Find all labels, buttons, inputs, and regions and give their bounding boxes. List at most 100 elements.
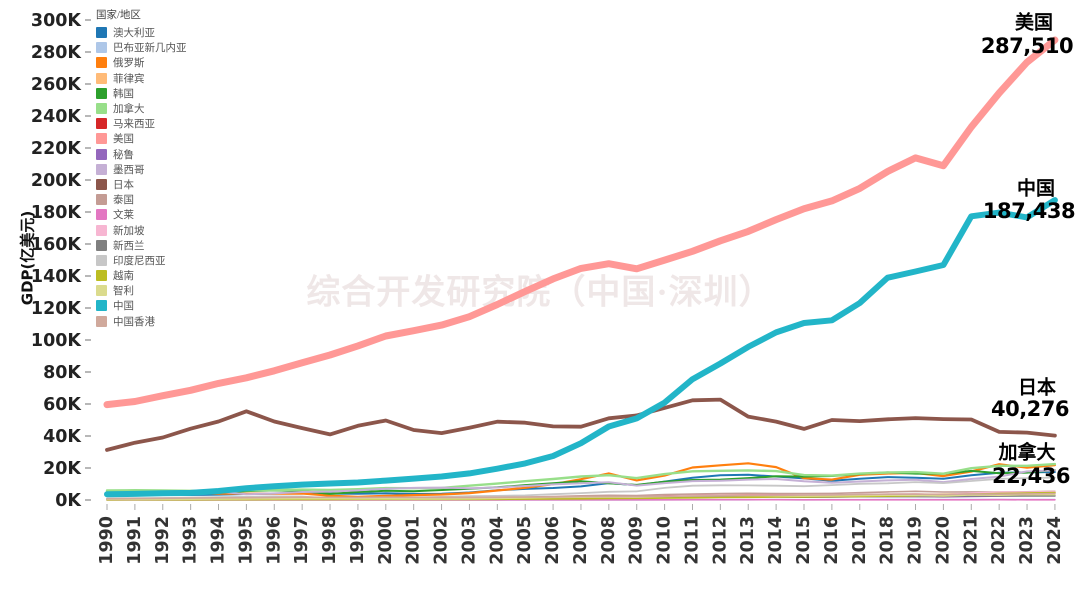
x-tick-label: 1995 (236, 516, 256, 565)
legend-label: 文莱 (113, 210, 134, 222)
legend-item: 泰国 (96, 192, 187, 207)
x-tick-label: 2007 (571, 516, 591, 565)
legend-swatch (96, 133, 107, 145)
y-tick-label: 40K (43, 427, 82, 447)
legend-swatch (96, 285, 107, 297)
legend-label: 马来西亚 (113, 119, 155, 131)
legend-label: 加拿大 (113, 104, 145, 116)
y-tick-label: 60K (43, 395, 82, 415)
y-tick-label: 220K (31, 139, 83, 159)
x-tick-label: 2000 (376, 516, 396, 565)
y-tick-label: 280K (31, 43, 83, 63)
annotation-series-name: 美国 (1014, 12, 1054, 34)
legend-item: 秘鲁 (96, 147, 187, 162)
annotation-series-name: 中国 (1016, 178, 1056, 200)
legend-swatch (96, 300, 107, 312)
legend-item: 菲律宾 (96, 71, 187, 86)
legend-item: 印度尼西亚 (96, 253, 187, 268)
legend-label: 澳大利亚 (113, 28, 155, 40)
legend-label: 中国香港 (113, 316, 155, 328)
legend-swatch (96, 254, 107, 266)
legend-swatch (96, 57, 107, 69)
y-tick-label: 240K (31, 107, 83, 127)
x-tick-label: 2019 (906, 516, 926, 565)
legend-swatch (96, 42, 107, 54)
x-tick-label: 2015 (794, 516, 814, 565)
x-tick-label: 2021 (961, 516, 981, 565)
x-tick-label: 1993 (181, 516, 201, 565)
legend-item: 越南 (96, 268, 187, 283)
series-line-中国香港 (106, 492, 1056, 500)
series-line-中国 (104, 197, 1058, 498)
x-tick-label: 2024 (1045, 516, 1065, 565)
x-tick-label: 2003 (459, 516, 479, 565)
legend-swatch (96, 178, 107, 190)
series-line-日本 (105, 397, 1057, 452)
x-tick-label: 1991 (125, 516, 145, 565)
annotation-series-value: 40,276 (990, 397, 1070, 421)
x-tick-label: 1990 (97, 516, 117, 565)
annotation-series-name: 日本 (1017, 377, 1057, 399)
y-tick-label: 160K (31, 235, 83, 255)
legend-item: 智利 (96, 283, 187, 298)
legend-swatch (96, 209, 107, 221)
y-tick-label: 180K (31, 203, 83, 223)
legend-label: 秘鲁 (113, 149, 134, 161)
legend-item: 加拿大 (96, 101, 187, 116)
series-line-美国 (103, 36, 1059, 409)
legend-item: 墨西哥 (96, 162, 187, 177)
legend-item: 新加坡 (96, 222, 187, 237)
legend-label: 印度尼西亚 (113, 255, 166, 267)
annotation-series-value: 287,510 (980, 34, 1074, 58)
x-tick-label: 1992 (153, 516, 173, 565)
x-tick-label: 2004 (487, 516, 507, 565)
legend-swatch (96, 239, 107, 251)
x-tick-label: 2010 (655, 516, 675, 565)
x-tick-label: 2018 (878, 516, 898, 565)
x-tick-label: 2001 (404, 516, 424, 565)
legend-label: 越南 (113, 271, 134, 283)
x-tick-label: 2022 (989, 516, 1009, 565)
legend-title: 国家/地区 (96, 10, 141, 21)
y-tick-label: 140K (31, 267, 83, 287)
x-tick-label: 2016 (822, 516, 842, 565)
legend-swatch (96, 72, 107, 84)
x-tick-label: 2012 (710, 516, 730, 565)
watermark-text: 综合开发研究院（中国·深圳） (306, 274, 774, 312)
x-tick-label: 1999 (348, 516, 368, 565)
legend-label: 智利 (113, 286, 134, 298)
x-tick-label: 2013 (738, 516, 758, 565)
legend-item: 巴布亚新几内亚 (96, 40, 187, 55)
x-tick-label: 2006 (543, 516, 563, 565)
legend-item: 中国 (96, 298, 187, 313)
y-tick-label: 20K (43, 459, 82, 479)
x-tick-label: 2002 (432, 516, 452, 565)
annotation-series-name: 加拿大 (998, 442, 1056, 464)
legend-swatch (96, 118, 107, 130)
legend-item: 新西兰 (96, 238, 187, 253)
x-tick-label: 2020 (933, 516, 953, 565)
legend-swatch (96, 315, 107, 327)
legend-swatch (96, 224, 107, 236)
y-tick-label: 100K (31, 331, 83, 351)
legend-label: 菲律宾 (113, 73, 145, 85)
x-tick-label: 2017 (850, 516, 870, 565)
x-tick-label: 2014 (766, 516, 786, 565)
legend-label: 巴布亚新几内亚 (113, 43, 187, 55)
legend-swatch (96, 163, 107, 175)
legend: 国家/地区 澳大利亚 巴布亚新几内亚 俄罗斯 菲律宾 韩国 加拿大 马来西亚 美国 秘鲁 墨西哥日… (96, 7, 187, 329)
x-tick-label: 1994 (209, 516, 229, 565)
y-tick-label: 80K (43, 363, 82, 383)
legend-swatch (96, 103, 107, 115)
legend-item: 中国香港 (96, 314, 187, 329)
legend-item: 俄罗斯 (96, 55, 187, 70)
legend-swatch (96, 194, 107, 206)
legend-item: 文莱 (96, 207, 187, 222)
legend-label: 泰国 (113, 195, 134, 207)
x-tick-label: 2008 (599, 516, 619, 565)
series-line-印度尼西亚 (106, 476, 1056, 500)
legend-label: 俄罗斯 (113, 58, 145, 70)
legend-swatch (96, 148, 107, 160)
legend-label: 墨西哥 (113, 164, 145, 176)
